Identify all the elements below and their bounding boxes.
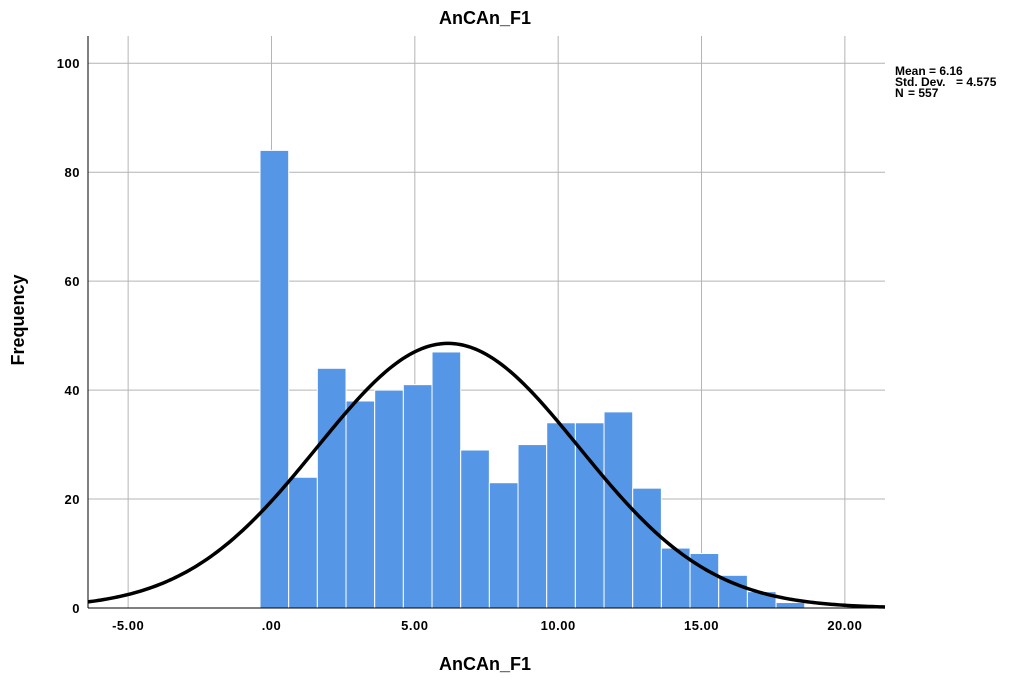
histogram-bar bbox=[402, 384, 433, 609]
chart-title: AnCAn_F1 bbox=[439, 8, 531, 28]
histogram-bar bbox=[431, 351, 462, 609]
histogram-bar bbox=[488, 482, 519, 609]
normal-curve bbox=[87, 341, 886, 609]
histogram-bar bbox=[603, 411, 634, 609]
stats-value: = 4.575 bbox=[956, 75, 997, 89]
y-tick-label: 100 bbox=[57, 56, 80, 71]
histogram-bars bbox=[259, 149, 806, 609]
stats-label: Mean bbox=[895, 64, 926, 78]
histogram-bar bbox=[517, 444, 548, 609]
histogram-bar bbox=[574, 422, 605, 609]
stats-value: = 557 bbox=[908, 86, 939, 100]
x-tick-label: .00 bbox=[262, 618, 282, 633]
x-tick-label: 10.00 bbox=[541, 618, 576, 633]
grid-lines bbox=[88, 36, 885, 608]
x-tick-label: -5.00 bbox=[112, 618, 144, 633]
y-tick-label: 60 bbox=[65, 274, 80, 289]
histogram-bar bbox=[345, 400, 376, 609]
x-tick-label: 5.00 bbox=[401, 618, 428, 633]
stats-value: = 6.16 bbox=[929, 64, 963, 78]
histogram-bar bbox=[259, 149, 290, 609]
y-tick-label: 0 bbox=[72, 601, 80, 616]
histogram-bar bbox=[632, 487, 662, 609]
y-tick-label: 80 bbox=[65, 165, 80, 180]
histogram-bar bbox=[718, 574, 748, 609]
x-axis-label: AnCAn_F1 bbox=[439, 654, 531, 674]
x-tick-label: 15.00 bbox=[684, 618, 719, 633]
histogram-bar bbox=[374, 389, 404, 609]
histogram-bar bbox=[546, 422, 576, 609]
histogram-bar bbox=[288, 476, 318, 609]
x-tick-label: 20.00 bbox=[827, 618, 862, 633]
y-axis-label: Frequency bbox=[8, 274, 28, 365]
histogram-bar bbox=[460, 449, 490, 609]
histogram-bar bbox=[775, 602, 806, 609]
stats-label: Std. Dev. bbox=[895, 75, 945, 89]
axes bbox=[87, 36, 885, 609]
histogram-bar bbox=[316, 367, 347, 609]
normal-curve-layer bbox=[87, 341, 886, 609]
stats-label: N bbox=[895, 86, 904, 100]
y-tick-label: 20 bbox=[65, 492, 80, 507]
tick-labels: 0 20 40 60 80 100 -5.00 .00 5.00 10.00 15.00 20.00 bbox=[57, 56, 862, 633]
y-tick-label: 40 bbox=[65, 383, 80, 398]
